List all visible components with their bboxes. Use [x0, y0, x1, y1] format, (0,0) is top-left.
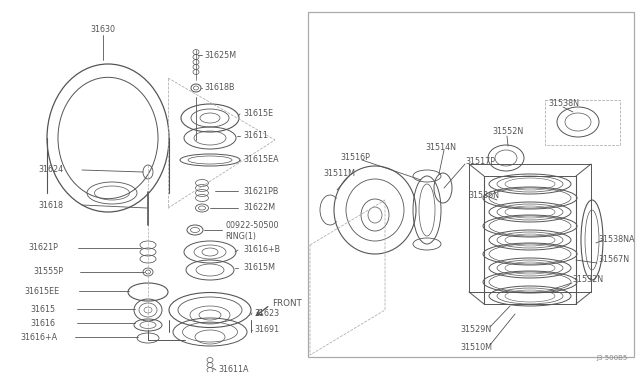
Text: 31624: 31624: [38, 166, 63, 174]
Text: 31514N: 31514N: [425, 144, 456, 153]
Bar: [308, 12, 634, 357]
Text: 31615M: 31615M: [243, 263, 275, 273]
Text: 31611A: 31611A: [218, 366, 248, 372]
Text: RING(1): RING(1): [225, 232, 256, 241]
Text: 31621P: 31621P: [28, 244, 58, 253]
Text: 31555P: 31555P: [33, 267, 63, 276]
Text: 31510M: 31510M: [460, 343, 492, 353]
Text: 31618B: 31618B: [204, 83, 234, 93]
Text: 31536N: 31536N: [468, 192, 499, 201]
Text: 31538N: 31538N: [548, 99, 579, 108]
Text: 31616: 31616: [30, 318, 55, 327]
Text: 31623: 31623: [254, 308, 279, 317]
Text: 31516P: 31516P: [340, 154, 370, 163]
Text: 31615E: 31615E: [243, 109, 273, 119]
Text: J3 500B5: J3 500B5: [596, 355, 628, 361]
Text: 31615EE: 31615EE: [24, 286, 59, 295]
Text: 31616+A: 31616+A: [20, 333, 57, 341]
Text: 31621PB: 31621PB: [243, 186, 278, 196]
Text: 31532N: 31532N: [572, 276, 603, 285]
Text: 31625M: 31625M: [204, 51, 236, 60]
Text: 31691: 31691: [254, 326, 279, 334]
Text: 31529N: 31529N: [460, 326, 492, 334]
Text: 00922-50500: 00922-50500: [225, 221, 278, 231]
Text: 31616+B: 31616+B: [243, 246, 280, 254]
Text: 31538NA: 31538NA: [598, 235, 634, 244]
Text: 31611: 31611: [243, 131, 268, 141]
Text: 31552N: 31552N: [492, 128, 524, 137]
Text: 31622M: 31622M: [243, 203, 275, 212]
Text: 31567N: 31567N: [598, 256, 629, 264]
Text: 31615: 31615: [30, 305, 55, 314]
Text: 31615EA: 31615EA: [243, 155, 278, 164]
Text: 31618: 31618: [38, 201, 63, 209]
Text: FRONT: FRONT: [272, 298, 302, 308]
Text: 31517P: 31517P: [465, 157, 495, 167]
Text: 31630: 31630: [90, 26, 115, 35]
Text: 31511M: 31511M: [323, 169, 355, 177]
